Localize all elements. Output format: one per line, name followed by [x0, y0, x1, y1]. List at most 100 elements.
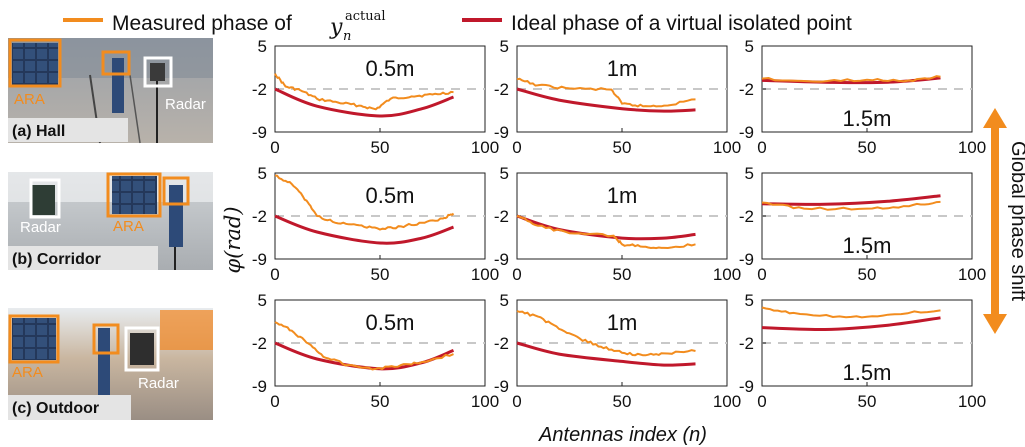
ara-highlight-box — [8, 314, 60, 364]
ideal-phase-line — [516, 341, 696, 367]
measured-phase-line — [761, 75, 941, 83]
distance-label: 1m — [607, 56, 638, 81]
scene-caption: (a) Hall — [12, 123, 65, 140]
measured-phase-line — [274, 73, 454, 111]
measured-phase-line — [516, 310, 696, 357]
side-annotation: Global phase shift — [1007, 141, 1025, 302]
x-tick-label: 100 — [471, 392, 499, 411]
x-tick-label: 50 — [371, 392, 390, 411]
y-tick-label: -2 — [252, 207, 267, 226]
radar-highlight-box — [143, 56, 173, 88]
y-tick-label: 5 — [258, 291, 267, 310]
y-tick-label: 5 — [745, 164, 754, 183]
measured-phase-line — [274, 174, 455, 231]
x-tick-label: 50 — [858, 265, 877, 284]
x-tick-label: 0 — [512, 392, 521, 411]
legend-measured-subscript: n — [343, 29, 351, 44]
y-tick-label: 5 — [500, 164, 509, 183]
y-axis-label: φ(rad) — [221, 206, 245, 273]
scene-caption: (b) Corridor — [12, 251, 101, 268]
x-tick-label: 0 — [270, 138, 279, 157]
ara-array-image — [12, 43, 58, 85]
y-tick-label: -2 — [252, 80, 267, 99]
subplot-1-0: 5 -2 -90 50 100 0.5m — [252, 164, 499, 284]
subplot-1-2: 5 -2 -90 50 100 1.5m — [739, 164, 986, 284]
ara-highlight-box — [92, 323, 120, 355]
ara-label: ARA — [113, 218, 144, 235]
ideal-phase-line — [274, 214, 455, 245]
legend: Measured phase of y n actual Ideal phase… — [63, 9, 852, 44]
x-tick-label: 0 — [757, 265, 766, 284]
distance-label: 1m — [607, 310, 638, 335]
y-tick-label: -9 — [739, 123, 754, 142]
ideal-phase-line — [274, 341, 455, 371]
measured-phase-line — [761, 306, 941, 319]
y-tick-label: -2 — [739, 207, 754, 226]
radar-highlight-box — [29, 178, 61, 219]
y-tick-label: -9 — [494, 250, 509, 269]
ara-array-image — [12, 318, 56, 360]
y-tick-label: -9 — [252, 250, 267, 269]
y-tick-label: 5 — [258, 164, 267, 183]
x-tick-label: 50 — [858, 392, 877, 411]
x-tick-label: 100 — [958, 265, 986, 284]
x-tick-label: 100 — [958, 392, 986, 411]
y-tick-label: -2 — [494, 80, 509, 99]
x-tick-label: 100 — [958, 138, 986, 157]
x-tick-label: 100 — [471, 138, 499, 157]
ara-highlight-box — [101, 50, 131, 76]
distance-label: 0.5m — [366, 56, 415, 81]
measured-phase-line — [274, 321, 454, 371]
y-tick-label: -9 — [252, 377, 267, 396]
x-axis-label: Antennas index (n) — [538, 424, 707, 446]
y-tick-label: -9 — [252, 123, 267, 142]
measured-phase-line — [516, 77, 696, 108]
x-tick-label: 0 — [757, 138, 766, 157]
ideal-phase-line — [761, 316, 941, 332]
y-tick-label: -2 — [494, 334, 509, 353]
y-tick-label: 5 — [500, 291, 509, 310]
distance-label: 1.5m — [843, 106, 892, 131]
ideal-phase-line — [516, 214, 696, 241]
y-tick-label: -2 — [739, 334, 754, 353]
y-tick-label: -9 — [494, 377, 509, 396]
ara-highlight-box — [8, 38, 62, 88]
distance-label: 0.5m — [366, 183, 415, 208]
x-tick-label: 0 — [757, 392, 766, 411]
x-tick-label: 0 — [270, 265, 279, 284]
x-tick-label: 50 — [613, 138, 632, 157]
global-phase-shift-annotation: Global phase shift — [983, 108, 1025, 334]
ideal-phase-line — [274, 87, 455, 118]
x-tick-label: 100 — [713, 138, 741, 157]
legend-ideal-label: Ideal phase of a virtual isolated point — [511, 12, 852, 35]
subplot-0-2: 5 -2 -90 50 100 1.5m — [739, 37, 986, 157]
y-tick-label: -2 — [739, 80, 754, 99]
scene-hall-photo: ARA Radar (a) Hall — [8, 38, 213, 144]
measured-phase-line — [516, 215, 696, 250]
y-tick-label: 5 — [500, 37, 509, 56]
x-tick-label: 0 — [270, 392, 279, 411]
legend-measured-symbol: y — [329, 15, 343, 40]
subplot-0-1: 5 -2 -90 50 100 1m — [494, 37, 741, 157]
radar-highlight-box — [124, 326, 160, 372]
x-tick-label: 0 — [512, 138, 521, 157]
arrow-down-icon — [983, 314, 1007, 334]
subplot-2-2: 5 -2 -90 50 100 1.5m — [739, 291, 986, 411]
x-tick-label: 100 — [471, 265, 499, 284]
y-tick-label: -9 — [494, 123, 509, 142]
y-tick-label: 5 — [745, 291, 754, 310]
ideal-phase-line — [761, 194, 941, 206]
x-tick-label: 50 — [613, 265, 632, 284]
ara-highlight-box — [162, 176, 190, 206]
y-tick-label: -9 — [739, 250, 754, 269]
y-tick-label: 5 — [745, 37, 754, 56]
x-tick-label: 50 — [371, 265, 390, 284]
x-tick-label: 100 — [713, 265, 741, 284]
ara-label: ARA — [12, 364, 43, 381]
x-tick-label: 100 — [713, 392, 741, 411]
distance-label: 1m — [607, 183, 638, 208]
ara-highlight-box — [106, 172, 162, 218]
measured-phase-line — [761, 200, 941, 211]
ara-label: ARA — [14, 91, 45, 108]
